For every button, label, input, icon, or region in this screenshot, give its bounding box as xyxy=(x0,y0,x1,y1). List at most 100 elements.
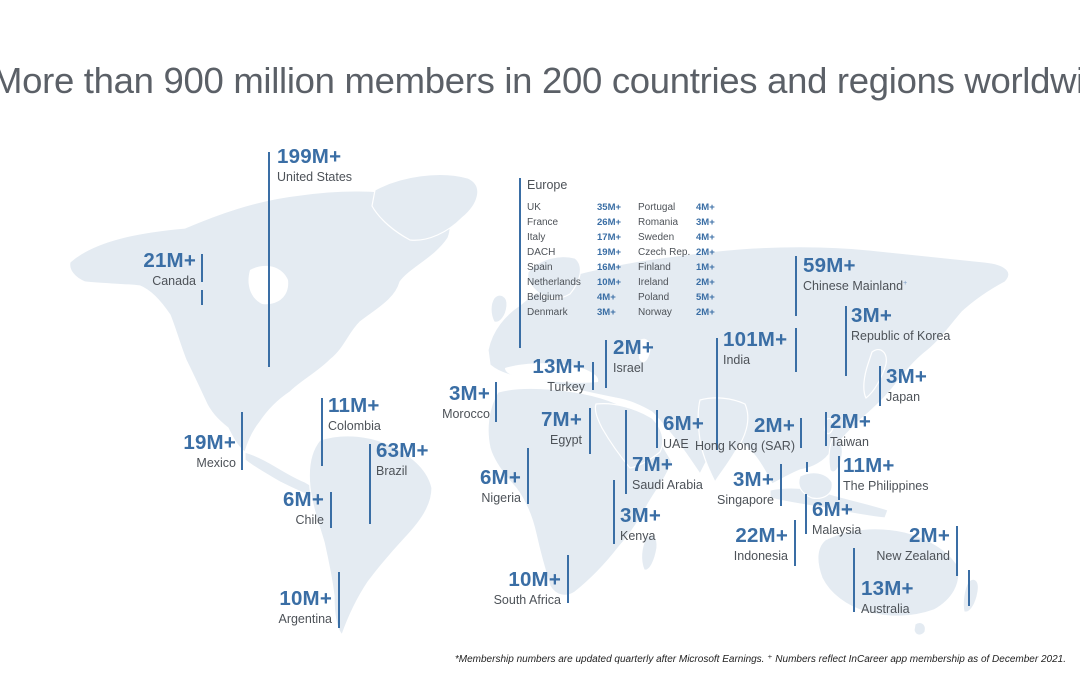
stat-value: 11M+ xyxy=(328,394,380,417)
colombia-line xyxy=(321,398,323,466)
stat-hong-kong: 2M+ Hong Kong (SAR) xyxy=(690,415,795,452)
mexico-line xyxy=(241,412,243,470)
stat-label: Indonesia xyxy=(733,548,788,563)
europe-country-value: 10M+ xyxy=(597,277,622,288)
new-zealand-shape xyxy=(962,578,979,613)
stat-value: 22M+ xyxy=(735,524,788,547)
europe-country-value: 1M+ xyxy=(696,262,715,273)
new-zealand-line xyxy=(956,526,958,576)
stat-label: Taiwan xyxy=(830,434,869,449)
europe-row: Italy 17M+ xyxy=(527,230,635,245)
stat-morocco: 3M+ Morocco xyxy=(412,382,490,420)
europe-row: Ireland 2M+ xyxy=(638,275,728,290)
madagascar-shape xyxy=(640,534,658,571)
europe-row: Belgium 4M+ xyxy=(527,290,635,305)
stat-japan: 3M+ Japan xyxy=(886,366,927,403)
stat-turkey: 13M+ Turkey xyxy=(505,356,585,393)
stat-saudi-arabia: 7M+ Saudi Arabia xyxy=(632,453,703,491)
stat-united-states: 199M+ United States xyxy=(277,146,352,183)
stat-label: Nigeria xyxy=(481,490,521,505)
uae-line xyxy=(656,410,658,448)
europe-country-name: Spain xyxy=(527,262,553,273)
borneo-shape xyxy=(798,472,833,499)
stat-label: Egypt xyxy=(550,432,582,447)
europe-country-value: 26M+ xyxy=(597,217,622,228)
europe-country-value: 19M+ xyxy=(597,247,622,258)
us-line xyxy=(268,152,270,367)
europe-country-value: 2M+ xyxy=(696,277,715,288)
stat-label: South Africa xyxy=(493,592,561,607)
europe-country-value: 5M+ xyxy=(696,292,715,303)
europe-country-value: 4M+ xyxy=(696,232,715,243)
japan-line xyxy=(879,366,881,406)
stat-value: 6M+ xyxy=(479,466,521,489)
stat-chinese-mainland: 59M+ Chinese Mainland+ xyxy=(803,255,908,293)
stat-new-zealand: 2M+ New Zealand xyxy=(860,524,950,563)
europe-country-value: 3M+ xyxy=(696,217,715,228)
stat-label: Singapore xyxy=(717,492,774,507)
india-shape xyxy=(697,397,749,484)
new-zealand-line-2 xyxy=(968,570,970,606)
stat-value: 7M+ xyxy=(632,453,674,476)
europe-row: Portugal 4M+ xyxy=(638,200,728,215)
india-line xyxy=(716,338,718,450)
europe-row: DACH 19M+ xyxy=(527,245,635,260)
europe-country-name: DACH xyxy=(527,247,556,258)
brazil-line xyxy=(369,444,371,524)
india-line-2 xyxy=(795,328,797,372)
europe-country-name: Ireland xyxy=(638,277,669,288)
europe-country-value: 35M+ xyxy=(597,202,622,213)
stat-philippines: 11M+ The Philippines xyxy=(843,455,928,492)
stat-chile: 6M+ Chile xyxy=(248,488,325,527)
scandinavia-shape xyxy=(527,255,582,300)
europe-row: Spain 16M+ xyxy=(527,260,635,275)
europe-row: UK 35M+ xyxy=(527,200,635,215)
stat-label: Chile xyxy=(295,512,325,527)
stat-mexico: 19M+ Mexico xyxy=(160,432,236,470)
europe-country-name: Czech Rep. xyxy=(638,247,691,258)
uk-shape xyxy=(490,294,508,323)
stat-label: Israel xyxy=(613,360,644,375)
stat-label: Republic of Korea xyxy=(851,328,951,343)
europe-country-value: 2M+ xyxy=(696,247,715,258)
europe-country-name: Sweden xyxy=(638,232,675,243)
south-africa-line xyxy=(567,555,569,603)
europe-right-column: Portugal 4M+ Romania 3M+ Sweden 4M+ Czech Rep.… xyxy=(638,200,728,320)
footnote: *Membership numbers are updated quarterl… xyxy=(454,654,1066,665)
malaysia-line xyxy=(805,494,807,534)
stat-canada: 21M+ Canada xyxy=(120,250,196,287)
stat-india: 101M+ India xyxy=(723,329,787,366)
stat-value: 6M+ xyxy=(812,498,854,521)
eurasia-shape xyxy=(487,246,1010,485)
stat-uae: 6M+ UAE xyxy=(663,413,704,450)
taiwan-line xyxy=(825,412,827,446)
europe-row: Finland 1M+ xyxy=(638,260,728,275)
stat-value: 3M+ xyxy=(851,304,893,327)
egypt-line xyxy=(589,408,591,454)
north-america-shape xyxy=(69,190,451,453)
stat-kenya: 3M+ Kenya xyxy=(620,504,662,542)
canada-line-2 xyxy=(201,290,203,305)
stat-label: Mexico xyxy=(196,455,236,470)
europe-row: France 26M+ xyxy=(527,215,635,230)
stat-label: New Zealand xyxy=(876,548,950,563)
hong-kong-line xyxy=(800,418,802,448)
stat-brazil: 63M+ Brazil xyxy=(376,440,429,478)
stat-label: Chinese Mainland+ xyxy=(803,278,908,293)
stat-label: Brazil xyxy=(376,463,408,478)
stat-value: 13M+ xyxy=(861,577,914,600)
stat-value: 3M+ xyxy=(620,504,662,527)
stat-value: 6M+ xyxy=(282,488,324,511)
europe-country-name: Belgium xyxy=(527,292,564,303)
turkey-line xyxy=(592,362,594,390)
stat-value: 2M+ xyxy=(908,524,950,547)
europe-country-name: Italy xyxy=(527,232,546,243)
singapore-line xyxy=(780,464,782,506)
stat-value: 2M+ xyxy=(830,410,872,433)
stat-indonesia: 22M+ Indonesia xyxy=(700,524,788,563)
stat-value: 3M+ xyxy=(448,382,490,405)
europe-country-name: Romania xyxy=(638,217,679,228)
stat-value: 10M+ xyxy=(279,587,332,610)
europe-row: Denmark 3M+ xyxy=(527,305,635,320)
